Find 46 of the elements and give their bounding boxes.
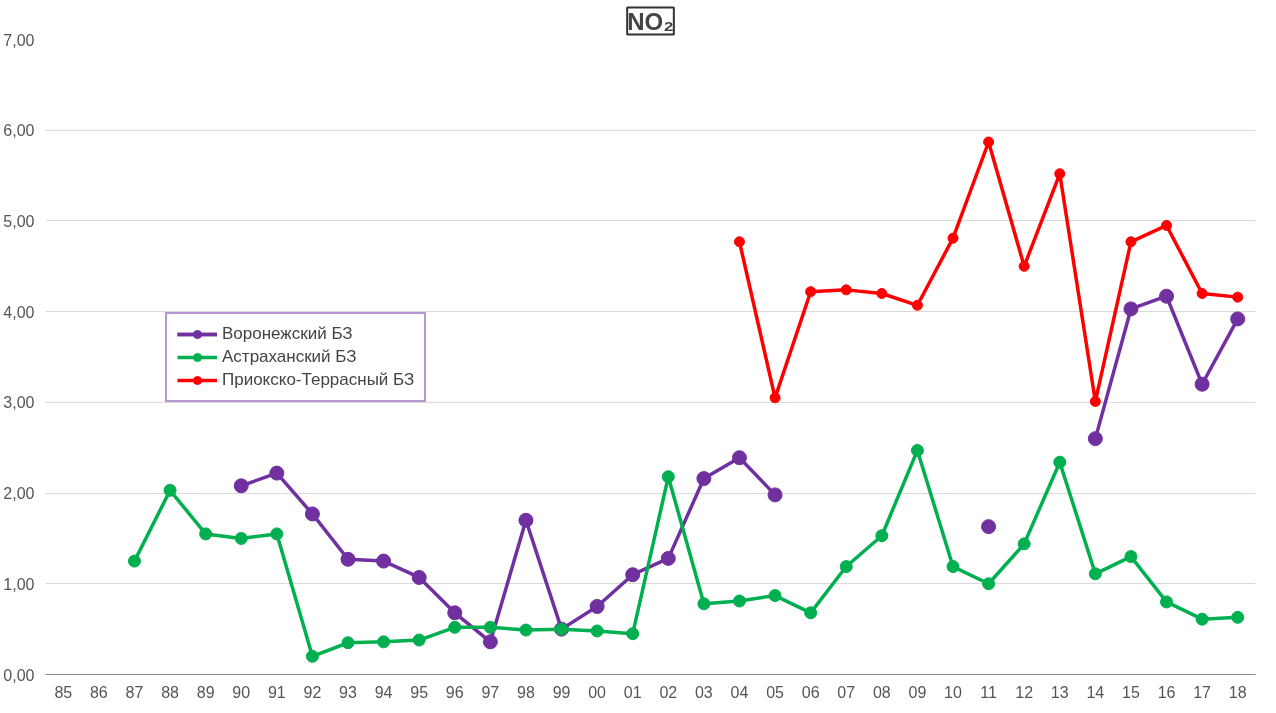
x-tick-label: 85 — [54, 683, 73, 701]
x-tick-label: 04 — [730, 683, 749, 701]
legend-label: Астраханский БЗ — [222, 346, 357, 367]
y-tick-label: 3,00 — [3, 394, 35, 412]
x-tick-label: 99 — [552, 683, 571, 701]
x-tick-label: 97 — [481, 683, 500, 701]
x-tick-label: 90 — [232, 683, 251, 701]
x-tick-label: 17 — [1193, 683, 1212, 701]
x-tick-label: 11 — [980, 683, 997, 701]
x-tick-label: 10 — [944, 683, 962, 701]
x-tick-label: 89 — [196, 683, 215, 701]
y-tick-label: 4,00 — [3, 303, 35, 321]
x-tick-label: 05 — [766, 683, 785, 701]
y-tick-label: 7,00 — [3, 31, 35, 49]
x-tick-label: 12 — [1015, 683, 1034, 701]
x-tick-label: 96 — [445, 683, 464, 701]
x-tick-label: 91 — [267, 683, 286, 701]
x-tick-label: 08 — [872, 683, 891, 701]
x-tick-label: 02 — [659, 683, 678, 701]
y-tick-label: 6,00 — [3, 122, 35, 140]
legend-label: Приокско-Террасный БЗ — [222, 369, 415, 390]
y-tick-label: 1,00 — [3, 575, 35, 593]
x-tick-label: 00 — [588, 683, 607, 701]
x-tick-label: 87 — [125, 683, 144, 701]
y-tick-label: 2,00 — [3, 485, 35, 503]
x-tick-label: 94 — [374, 683, 393, 701]
x-tick-label: 14 — [1086, 683, 1105, 701]
y-tick-label: 5,00 — [3, 212, 35, 230]
x-tick-label: 98 — [517, 683, 535, 701]
x-tick-label: 18 — [1228, 683, 1247, 701]
x-tick-label: 03 — [694, 683, 713, 701]
x-tick-label: 88 — [161, 683, 180, 701]
x-tick-label: 95 — [410, 683, 429, 701]
x-tick-label: 06 — [801, 683, 820, 701]
x-tick-label: 01 — [623, 683, 642, 701]
x-tick-label: 07 — [837, 683, 856, 701]
legend-label: Воронежский БЗ — [222, 323, 353, 344]
x-tick-label: 09 — [908, 683, 927, 701]
x-tick-label: 13 — [1050, 683, 1069, 701]
x-tick-label: 93 — [339, 683, 357, 701]
x-tick-label: 92 — [303, 683, 322, 701]
chart-title: NO₂ — [627, 7, 674, 35]
x-tick-label: 86 — [89, 683, 108, 701]
x-tick-label: 16 — [1157, 683, 1176, 701]
y-tick-label: 0,00 — [3, 666, 35, 684]
x-tick-label: 15 — [1122, 683, 1140, 701]
